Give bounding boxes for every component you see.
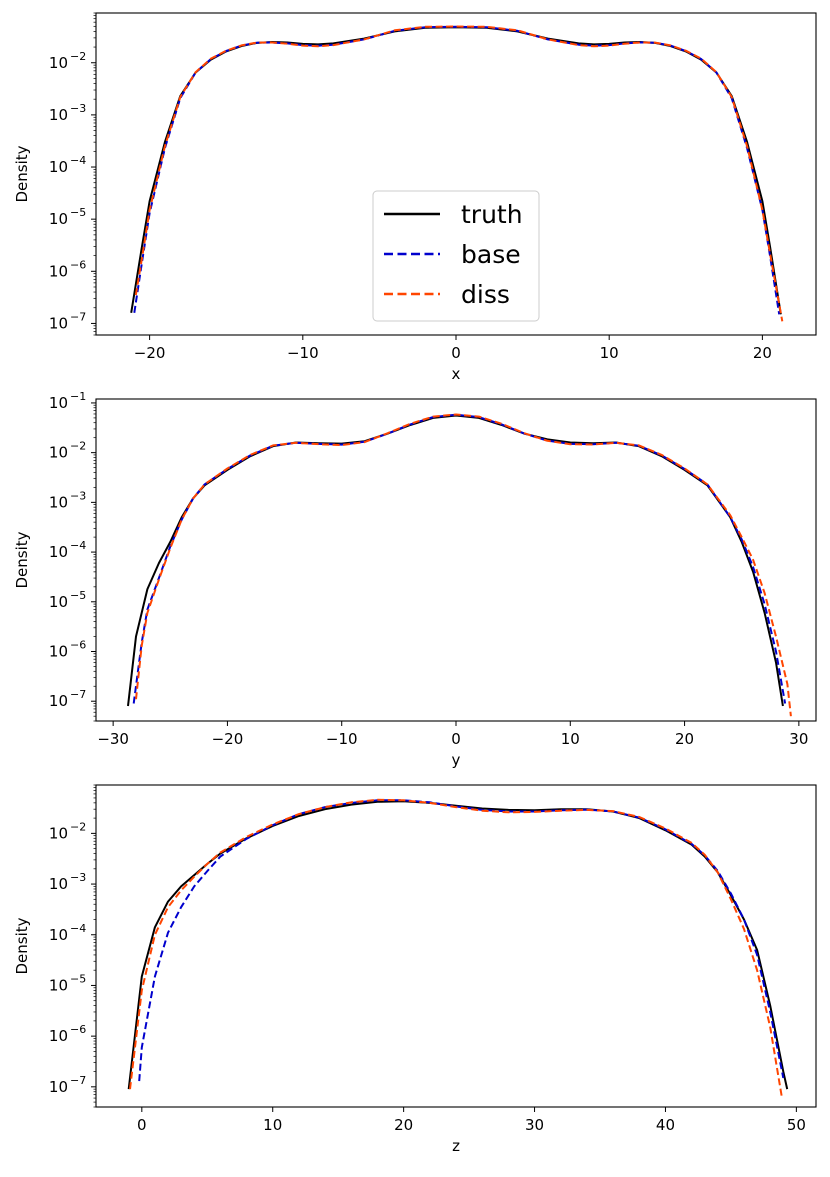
y-tick-exponent: −5 xyxy=(70,972,86,985)
y-tick-label: 10 xyxy=(49,643,68,661)
x-tick-label: 40 xyxy=(656,1116,675,1134)
x-tick-label: 50 xyxy=(787,1116,806,1134)
y-tick-label: 10 xyxy=(49,444,68,462)
y-tick-exponent: −7 xyxy=(70,688,86,701)
y-tick-label: 10 xyxy=(49,106,68,124)
series-line-diss xyxy=(129,798,783,1099)
y-tick-exponent: −3 xyxy=(70,489,86,502)
series-line-base xyxy=(133,25,781,315)
x-tick-label: 10 xyxy=(600,344,619,362)
y-tick-exponent: −4 xyxy=(70,922,86,935)
x-axis-title: z xyxy=(452,1137,460,1155)
x-tick-label: 30 xyxy=(525,1116,544,1134)
y-tick-label: 10 xyxy=(49,1027,68,1045)
x-tick-label: 0 xyxy=(451,344,461,362)
y-tick-exponent: −6 xyxy=(70,639,86,652)
y-tick-exponent: −5 xyxy=(70,206,86,219)
x-tick-label: 30 xyxy=(789,730,808,748)
y-tick-exponent: −2 xyxy=(70,440,86,453)
y-tick-label: 10 xyxy=(49,543,68,561)
x-tick-label: 0 xyxy=(451,730,461,748)
x-tick-label: 20 xyxy=(753,344,772,362)
x-tick-label: −30 xyxy=(97,730,129,748)
x-tick-label: 10 xyxy=(561,730,580,748)
x-tick-label: −10 xyxy=(326,730,358,748)
y-tick-label: 10 xyxy=(49,54,68,72)
x-tick-label: 0 xyxy=(137,1116,147,1134)
legend-box xyxy=(372,190,540,322)
legend-label-truth: truth xyxy=(461,200,523,229)
y-tick-label: 10 xyxy=(49,493,68,511)
y-tick-label: 10 xyxy=(49,926,68,944)
y-tick-label: 10 xyxy=(49,875,68,893)
y-tick-exponent: −5 xyxy=(70,589,86,602)
chart-panel-y: −30 −20 −10 0 10 20 3010−710−610−510−410−310−2… xyxy=(13,390,817,769)
legend-label-diss: diss xyxy=(461,280,510,309)
y-tick-label: 10 xyxy=(49,158,68,176)
y-tick-label: 10 xyxy=(49,262,68,280)
y-tick-label: 10 xyxy=(49,976,68,994)
y-axis-title: Density xyxy=(13,917,31,974)
y-tick-exponent: −3 xyxy=(70,871,86,884)
y-tick-label: 10 xyxy=(49,394,68,412)
x-tick-label: −20 xyxy=(134,344,166,362)
y-tick-label: 10 xyxy=(49,314,68,332)
x-tick-label: 10 xyxy=(263,1116,282,1134)
legend: truth base diss xyxy=(372,190,540,322)
y-tick-exponent: −2 xyxy=(70,50,86,63)
y-tick-exponent: −6 xyxy=(70,1023,86,1036)
y-tick-exponent: −4 xyxy=(70,154,86,167)
x-tick-label: −20 xyxy=(212,730,244,748)
series-line-diss xyxy=(135,413,792,717)
x-tick-label: 20 xyxy=(394,1116,413,1134)
x-axis-title: x xyxy=(452,365,461,383)
y-tick-exponent: −2 xyxy=(70,820,86,833)
series-line-diss xyxy=(134,25,784,322)
y-axis-title: Density xyxy=(13,145,31,202)
x-tick-label: 20 xyxy=(675,730,694,748)
y-tick-exponent: −3 xyxy=(70,102,86,115)
y-tick-exponent: −6 xyxy=(70,258,86,271)
y-tick-label: 10 xyxy=(49,210,68,228)
y-tick-label: 10 xyxy=(49,824,68,842)
y-tick-label: 10 xyxy=(49,593,68,611)
y-tick-exponent: −4 xyxy=(70,539,86,552)
y-tick-exponent: −7 xyxy=(70,1074,86,1087)
y-tick-exponent: −1 xyxy=(70,390,86,403)
legend-label-base: base xyxy=(461,240,521,269)
series-line-base xyxy=(138,799,785,1082)
y-tick-label: 10 xyxy=(49,1078,68,1096)
x-tick-label: −10 xyxy=(287,344,319,362)
y-tick-exponent: −7 xyxy=(70,310,86,323)
x-axis-title: y xyxy=(452,751,461,769)
y-axis-title: Density xyxy=(13,531,31,588)
y-tick-label: 10 xyxy=(49,692,68,710)
